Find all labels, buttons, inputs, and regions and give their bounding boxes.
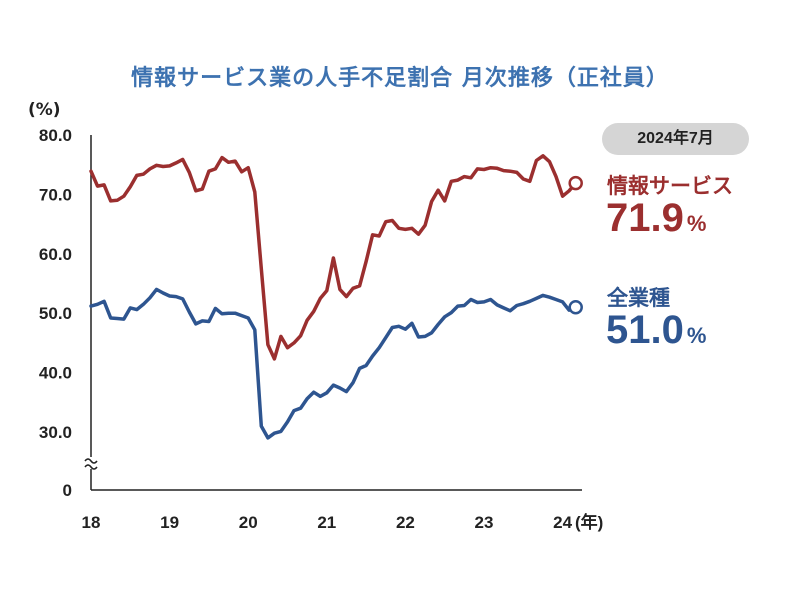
latest-month-badge: 2024年7月 bbox=[602, 123, 749, 155]
x-tick-label: 22 bbox=[396, 513, 415, 532]
latest-value-number: 51.0 bbox=[606, 308, 684, 352]
percent-sign: % bbox=[686, 211, 707, 236]
latest-point-marker bbox=[568, 300, 583, 315]
series-label-info-services: 情報サービス bbox=[607, 174, 733, 198]
y-tick-label: 70.0 bbox=[39, 185, 72, 204]
x-tick-label: 20 bbox=[239, 513, 258, 532]
series-latest-value-info-services: 71.9% bbox=[606, 198, 706, 238]
series-line-0 bbox=[89, 154, 578, 361]
series-label-all-industries: 全業種 bbox=[607, 286, 670, 310]
latest-value-number: 71.9 bbox=[606, 196, 684, 240]
x-tick-label: 21 bbox=[317, 513, 336, 532]
y-tick-label: 60.0 bbox=[39, 245, 72, 264]
x-tick-label: 19 bbox=[160, 513, 179, 532]
percent-sign: % bbox=[686, 323, 707, 348]
latest-point-marker bbox=[568, 175, 583, 191]
y-tick-label: 50.0 bbox=[39, 304, 72, 323]
y-tick-label: 40.0 bbox=[39, 364, 72, 383]
x-axis-unit: (年) bbox=[575, 512, 603, 532]
chart-title: 情報サービス業の人手不足割合 月次推移（正社員） bbox=[131, 66, 669, 91]
y-tick-label: 0 bbox=[63, 481, 72, 500]
y-tick-label: 30.0 bbox=[39, 423, 72, 442]
y-axis-unit: (%) bbox=[28, 100, 61, 120]
y-tick-label: 80.0 bbox=[39, 126, 72, 145]
axis-break-icon bbox=[84, 457, 98, 470]
x-tick-label: 24 bbox=[553, 513, 572, 532]
x-tick-label: 23 bbox=[475, 513, 494, 532]
series-line-1 bbox=[89, 287, 578, 440]
x-tick-label: 18 bbox=[82, 513, 101, 532]
series-latest-value-all-industries: 51.0% bbox=[606, 310, 706, 350]
